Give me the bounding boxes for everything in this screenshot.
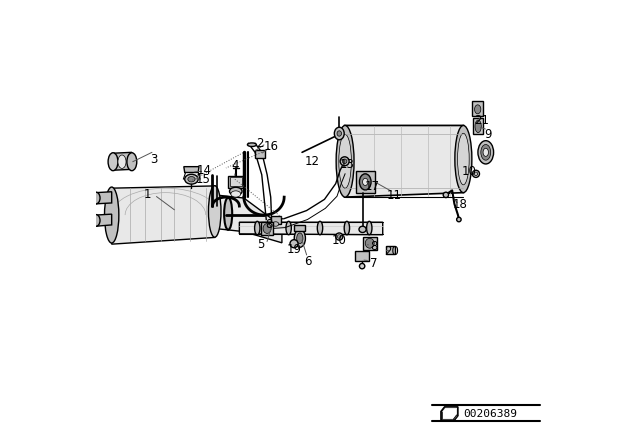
Ellipse shape [483,148,488,156]
Ellipse shape [188,177,195,182]
Ellipse shape [481,145,491,160]
Bar [261,222,273,235]
Text: 15: 15 [195,172,210,186]
Text: 5: 5 [257,237,264,251]
Text: 21: 21 [474,114,489,128]
Ellipse shape [231,191,241,197]
Polygon shape [113,152,132,170]
Ellipse shape [127,153,137,171]
Ellipse shape [337,131,342,136]
Text: 10: 10 [461,164,476,178]
Ellipse shape [474,105,481,114]
Text: 9: 9 [484,128,492,141]
Bar [362,237,377,250]
Polygon shape [184,167,199,172]
Ellipse shape [185,174,198,184]
Ellipse shape [297,233,303,244]
Bar [271,216,280,224]
Ellipse shape [457,217,461,222]
Text: 3: 3 [150,153,158,167]
Ellipse shape [224,198,232,230]
Text: 8: 8 [370,240,378,253]
Text: 16: 16 [263,140,278,154]
Ellipse shape [444,192,449,198]
Text: 19: 19 [287,243,302,256]
Ellipse shape [294,229,305,247]
Bar [294,225,305,231]
Text: 1: 1 [144,188,151,202]
Ellipse shape [230,187,242,195]
Ellipse shape [360,263,365,269]
Ellipse shape [367,221,372,235]
Ellipse shape [339,134,351,188]
Bar [472,101,483,116]
Ellipse shape [336,233,343,240]
Ellipse shape [104,187,119,243]
Text: 10: 10 [332,233,347,247]
Text: 2: 2 [256,137,263,150]
Ellipse shape [92,215,100,226]
Polygon shape [441,411,442,420]
Ellipse shape [337,235,341,238]
Bar [255,150,265,158]
Ellipse shape [365,238,374,248]
Ellipse shape [286,221,291,235]
Ellipse shape [455,125,472,193]
Ellipse shape [118,155,126,168]
Polygon shape [112,186,215,244]
Ellipse shape [475,120,481,133]
Bar [228,176,244,188]
Polygon shape [239,222,383,235]
Polygon shape [345,125,463,197]
Ellipse shape [458,134,469,185]
Ellipse shape [290,240,298,248]
Text: 17: 17 [364,180,380,193]
Ellipse shape [273,222,279,226]
Ellipse shape [478,141,493,164]
Text: 14: 14 [197,164,212,177]
Ellipse shape [248,143,257,146]
Ellipse shape [359,226,366,233]
Text: 13: 13 [339,158,355,172]
Text: 4: 4 [231,159,239,172]
Text: 6: 6 [304,255,311,268]
Text: 18: 18 [452,198,467,211]
Ellipse shape [472,170,479,177]
Ellipse shape [340,157,349,166]
Polygon shape [454,415,458,420]
Ellipse shape [344,221,349,235]
Ellipse shape [255,221,260,235]
Text: 8: 8 [265,218,272,232]
Polygon shape [215,195,282,243]
Ellipse shape [360,174,371,190]
Bar [473,118,483,134]
Ellipse shape [317,221,323,235]
Ellipse shape [342,159,347,164]
Ellipse shape [334,127,344,140]
Text: 00206389: 00206389 [463,409,517,418]
Bar [355,251,369,261]
Ellipse shape [474,172,477,176]
Text: 7: 7 [370,257,378,270]
Text: 20: 20 [384,245,399,258]
Bar [230,177,242,186]
Ellipse shape [362,178,368,185]
Text: 11: 11 [387,189,401,202]
Bar [356,171,374,193]
Ellipse shape [336,125,354,197]
Text: 12: 12 [305,155,319,168]
Polygon shape [96,214,112,226]
Polygon shape [96,192,112,204]
Ellipse shape [92,192,100,204]
Ellipse shape [263,224,271,233]
Polygon shape [442,408,457,419]
Bar [387,246,396,254]
Ellipse shape [108,153,118,171]
Ellipse shape [209,185,221,237]
Polygon shape [441,407,458,420]
